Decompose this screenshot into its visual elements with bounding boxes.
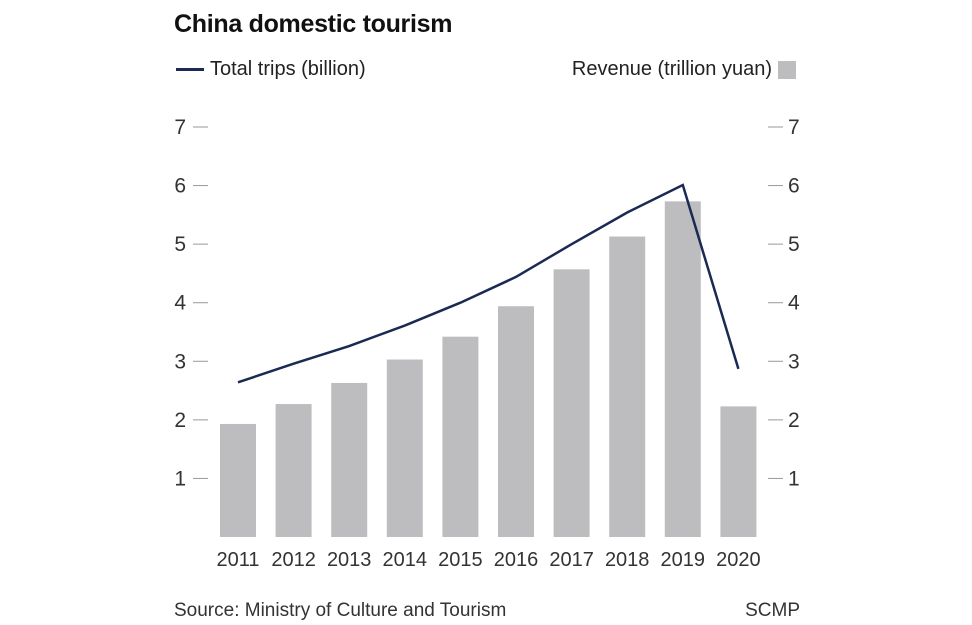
left-tick-label-1: 1 [174,467,186,490]
right-tick-label-6: 6 [788,175,800,198]
legend-bar-label: Revenue (trillion yuan) [571,58,772,80]
revenue-bar-2020 [720,406,757,537]
source-note: Source: Ministry of Culture and Tourism [174,600,507,621]
revenue-bar-2016 [498,306,534,537]
revenue-bar-2014 [386,359,423,537]
right-tick-label-7: 7 [788,116,800,139]
revenue-bar-2015 [442,336,479,537]
left-tick-label-7: 7 [174,116,186,139]
legend-item-revenue: Revenue (trillion yuan) [572,58,796,81]
x-tick-label-2018: 2018 [605,549,650,571]
revenue-bar-2012 [275,404,312,537]
x-tick-label-2019: 2019 [661,549,706,571]
x-tick-label-2014: 2014 [383,549,428,571]
x-tick-label-2020: 2020 [716,549,761,571]
x-tick-label-2012: 2012 [271,549,316,571]
legend-bar-swatch [778,60,796,79]
x-tick-label-2013: 2013 [327,549,372,571]
legend-line-swatch [176,68,204,71]
legend-item-total-trips: Total trips (billion) [176,58,366,81]
legend-line-label: Total trips (billion) [210,58,366,80]
x-tick-label-2016: 2016 [494,549,539,571]
right-tick-label-5: 5 [788,233,800,256]
revenue-bar-2017 [553,269,590,537]
right-tick-label-2: 2 [788,409,800,432]
right-tick-label-4: 4 [788,292,800,315]
total-trips-line [237,183,740,384]
revenue-bar-2013 [331,382,368,537]
revenue-bar-2019 [664,201,701,537]
right-tick-label-3: 3 [788,350,800,373]
right-tick-label-1: 1 [788,467,800,490]
x-tick-label-2011: 2011 [216,549,259,571]
left-tick-label-2: 2 [174,409,186,432]
x-tick-label-2015: 2015 [438,549,483,571]
chart-title: China domestic tourism [174,10,453,38]
left-tick-label-3: 3 [174,350,186,373]
revenue-bar-2011 [220,423,256,537]
left-tick-label-6: 6 [174,175,186,198]
left-tick-label-5: 5 [174,233,186,256]
left-tick-label-4: 4 [174,292,186,315]
x-tick-label-2017: 2017 [549,549,594,571]
revenue-bar-2018 [609,236,646,537]
publisher-credit: SCMP [745,600,800,621]
